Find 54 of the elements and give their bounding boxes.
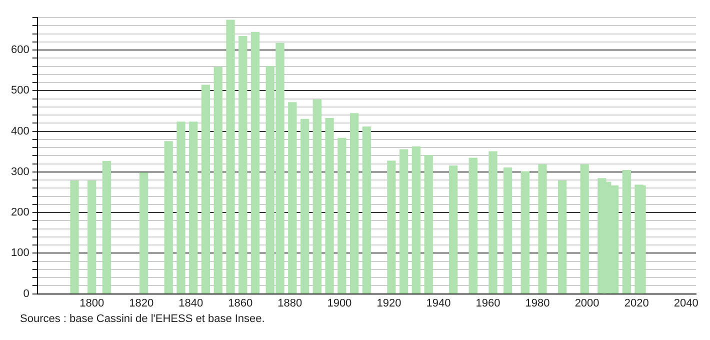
- y-tick-label: 500: [10, 84, 30, 97]
- x-tick-label: 1840: [178, 297, 204, 310]
- x-tick-label: 1800: [80, 297, 104, 310]
- bar: [468, 158, 478, 294]
- y-tick-label: 300: [10, 166, 30, 178]
- bar: [139, 172, 148, 294]
- y-tick-label: 100: [10, 247, 30, 260]
- x-tick-label: 2000: [574, 297, 600, 310]
- bar: [325, 118, 334, 294]
- source-note: Sources : base Cassini de l'EHESS et base Insee.: [20, 313, 266, 325]
- bar: [362, 126, 372, 294]
- y-tick-label: 600: [10, 44, 30, 56]
- bar: [338, 138, 346, 294]
- x-tick-label: 1940: [426, 297, 451, 310]
- bar: [387, 160, 396, 294]
- bar: [538, 164, 547, 294]
- bar: [201, 84, 210, 294]
- bar: [312, 99, 322, 294]
- y-tick-label: 400: [10, 125, 30, 138]
- bar: [164, 141, 173, 294]
- bar: [488, 151, 498, 294]
- x-tick-label: 1920: [376, 297, 402, 310]
- y-tick-label: 200: [10, 206, 30, 219]
- bar: [288, 102, 297, 294]
- x-tick-label: 1980: [525, 297, 550, 310]
- bar: [102, 161, 112, 294]
- bar: [399, 149, 408, 294]
- bar: [622, 170, 631, 294]
- bar: [520, 171, 530, 294]
- x-tick-label: 1820: [129, 297, 154, 310]
- x-tick-label: 1900: [327, 297, 352, 310]
- bar: [176, 122, 186, 294]
- x-tick-label: 2040: [674, 297, 698, 310]
- bar: [580, 164, 589, 294]
- bar: [558, 180, 567, 294]
- bar: [88, 180, 96, 294]
- bar: [300, 118, 310, 294]
- bar: [449, 166, 458, 294]
- x-tick-label: 1860: [228, 297, 253, 310]
- bar: [412, 146, 421, 294]
- bar: [189, 122, 198, 294]
- bar: [503, 168, 512, 294]
- bar: [250, 32, 260, 294]
- x-tick-label: 1880: [278, 297, 302, 310]
- bar: [424, 154, 433, 294]
- x-tick-label: 2020: [624, 297, 649, 310]
- bar: [70, 180, 79, 294]
- y-tick-label: 0: [23, 288, 30, 300]
- bar: [350, 113, 359, 294]
- bar: [238, 36, 248, 294]
- bar: [637, 185, 646, 294]
- bar: [214, 66, 222, 294]
- x-tick-label: 1960: [476, 297, 500, 310]
- bar: [226, 20, 235, 294]
